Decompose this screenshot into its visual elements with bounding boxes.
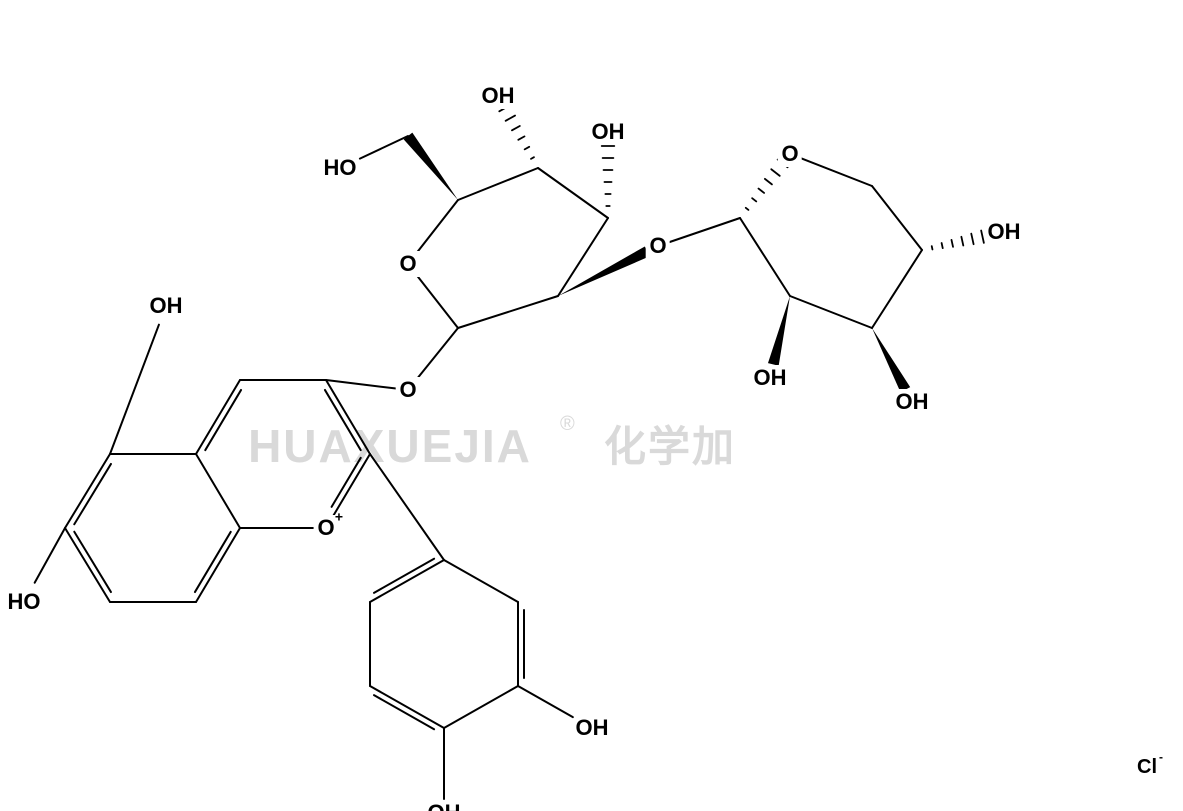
atom-label: OH: [482, 83, 515, 108]
svg-text:+: +: [335, 509, 343, 525]
molecule-diagram: HUAXUEJIA®化学加O+OHHOOHOHOOHOOHOHOOOHOHOHC…: [0, 0, 1183, 811]
counterion: Cl-: [1137, 750, 1163, 778]
atom-label: OH: [428, 800, 461, 811]
atom-label: OH: [988, 219, 1021, 244]
svg-text:®: ®: [560, 413, 575, 435]
atom-label: O: [317, 515, 334, 540]
svg-text:化学加: 化学加: [604, 423, 736, 470]
atom-label: OH: [754, 365, 787, 390]
atom-label: O: [399, 251, 416, 276]
atom-label: OH: [896, 389, 929, 414]
svg-text:-: -: [1159, 750, 1163, 764]
atom-label: OH: [150, 293, 183, 318]
atom-label: OH: [576, 715, 609, 740]
atom-label: O: [399, 377, 416, 402]
watermark: HUAXUEJIA ® 化学加: [248, 413, 736, 472]
atom-label: HO: [324, 155, 357, 180]
atom-label: O: [649, 233, 666, 258]
svg-text:Cl: Cl: [1137, 756, 1157, 778]
bonds: [404, 105, 984, 392]
svg-text:HUAXUEJIA: HUAXUEJIA: [248, 420, 532, 472]
atom-label: OH: [592, 119, 625, 144]
atom-label: HO: [8, 589, 41, 614]
atom-label: O: [781, 141, 798, 166]
